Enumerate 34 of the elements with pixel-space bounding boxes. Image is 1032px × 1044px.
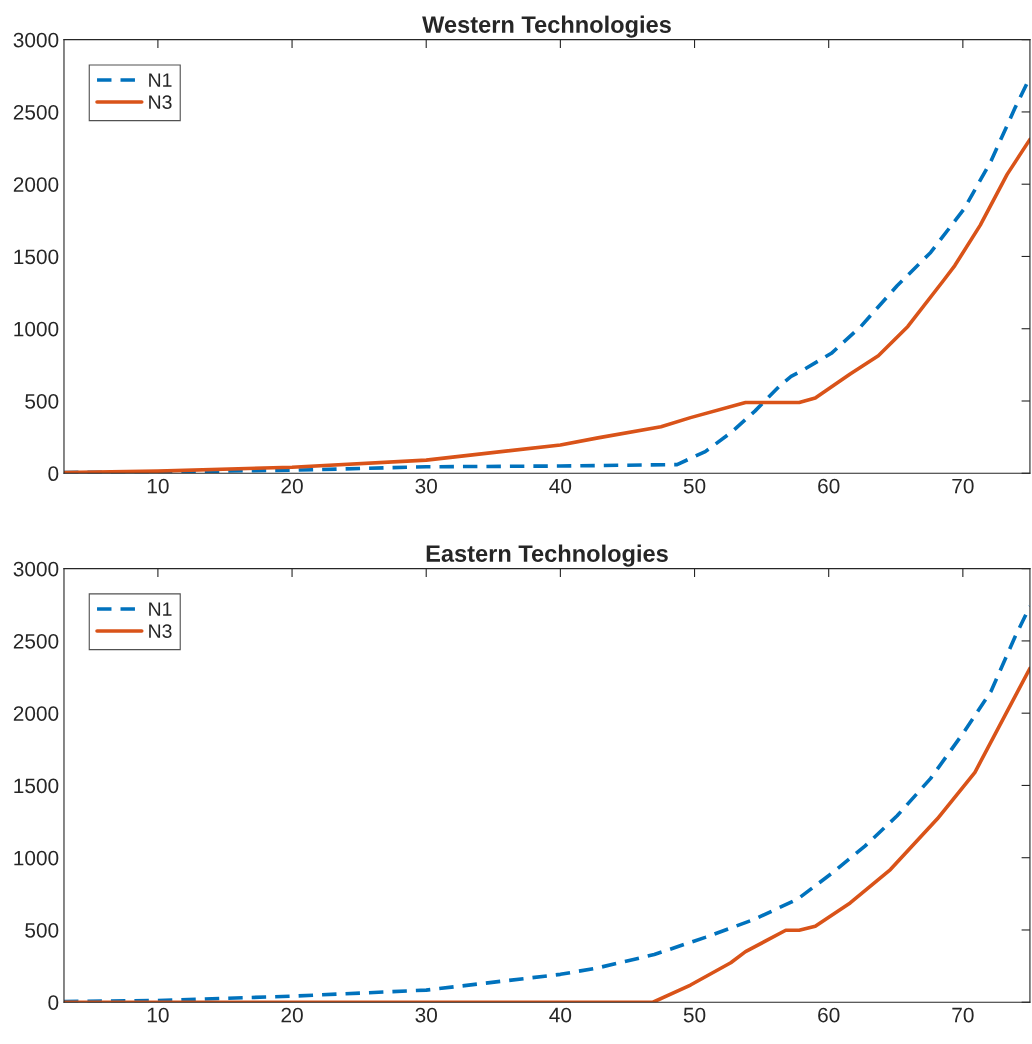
y-tick-label: 500 (25, 394, 59, 409)
y-tick-label: 2000 (13, 706, 59, 721)
y-tick-label: 500 (25, 922, 59, 938)
x-tick-label: 60 (818, 1007, 840, 1023)
y-tick-label: 1500 (14, 249, 59, 265)
y-tick-label: 1000 (14, 321, 59, 337)
y-tick-label: 1500 (14, 778, 59, 794)
x-tick-label: 40 (549, 1007, 572, 1023)
y-tick-label: 1000 (14, 850, 59, 866)
y-tick-label: 0 (48, 995, 59, 1010)
legend-label: N1 (149, 73, 172, 87)
y-tick-label: 2500 (13, 104, 59, 120)
x-tick-label: 20 (281, 478, 303, 494)
x-tick-label: 70 (952, 1007, 974, 1023)
legend-label: N3 (149, 624, 172, 638)
x-tick-label: 70 (952, 478, 974, 494)
y-tick-label: 3000 (13, 32, 59, 48)
x-tick-label: 20 (281, 1007, 303, 1023)
x-tick-label: 60 (818, 478, 840, 494)
x-tick-label: 40 (549, 478, 572, 494)
x-tick-label: 50 (683, 478, 706, 494)
legend-label: N1 (149, 602, 172, 616)
y-tick-label: 3000 (13, 561, 59, 577)
y-tick-label: 2000 (13, 177, 59, 192)
legend-label: N3 (149, 95, 172, 110)
x-tick-label: 50 (683, 1007, 706, 1023)
chart-title: Eastern Technologies (426, 544, 668, 567)
x-tick-label: 30 (415, 1007, 437, 1023)
x-tick-label: 10 (147, 478, 169, 494)
x-tick-label: 10 (147, 1007, 169, 1023)
chart-title: Western Technologies (422, 15, 671, 38)
y-tick-label: 0 (48, 466, 59, 482)
y-tick-label: 2500 (13, 633, 59, 649)
x-tick-label: 30 (415, 478, 437, 494)
